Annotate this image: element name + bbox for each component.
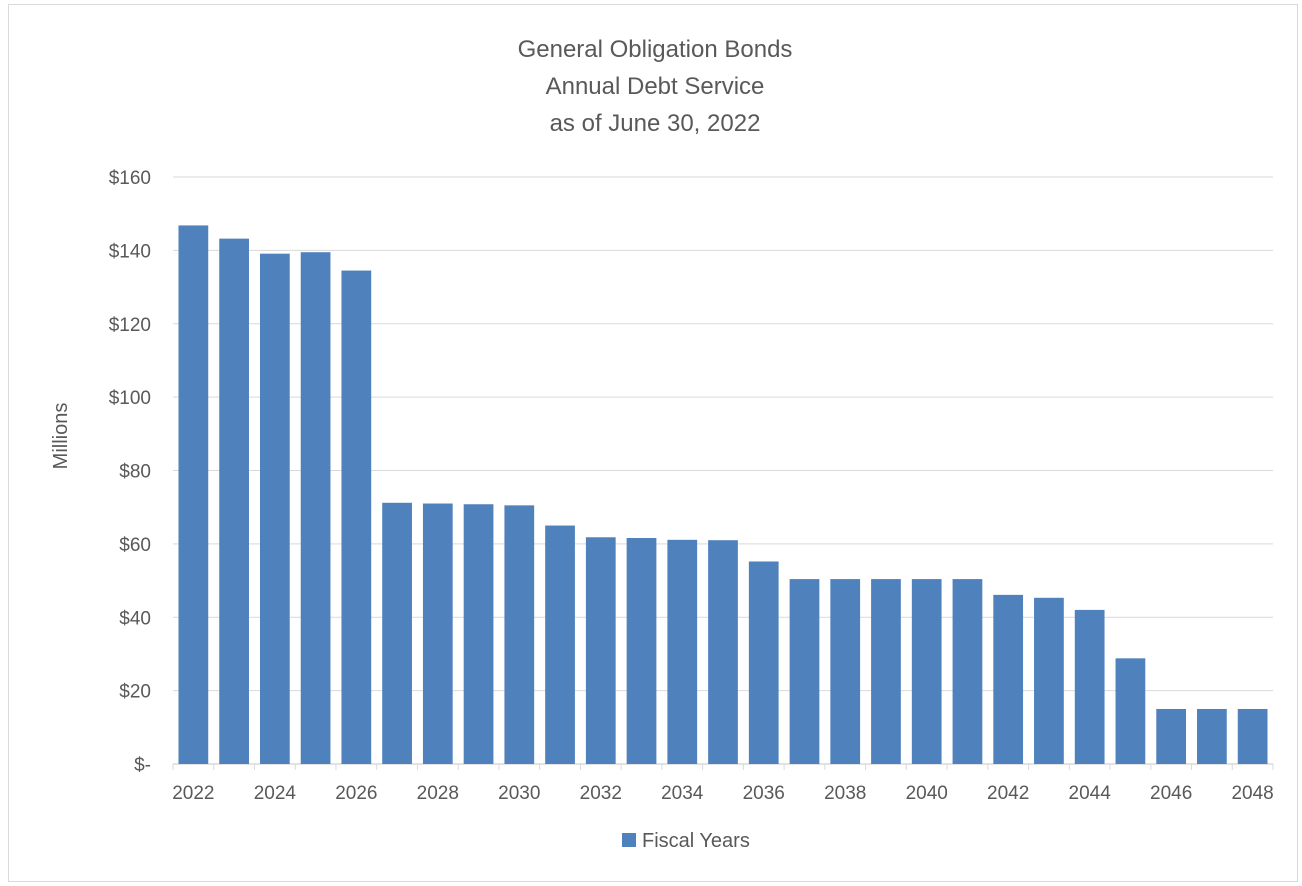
y-tick-label: $60 bbox=[119, 535, 151, 556]
x-tick-label: 2042 bbox=[987, 783, 1029, 804]
y-tick-label: $120 bbox=[109, 315, 151, 336]
y-axis-title: Millions bbox=[50, 403, 72, 470]
bar-2029 bbox=[463, 504, 494, 764]
y-tick-label: $40 bbox=[119, 608, 151, 629]
x-tick-label: 2026 bbox=[335, 783, 377, 804]
y-tick-label: $20 bbox=[119, 682, 151, 703]
bar-2025 bbox=[300, 252, 331, 764]
bar-2042 bbox=[993, 594, 1024, 764]
y-tick-label: $80 bbox=[119, 462, 151, 483]
bar-2024 bbox=[259, 253, 290, 764]
x-tick-label: 2022 bbox=[172, 783, 214, 804]
chart-title-line-3: as of June 30, 2022 bbox=[550, 110, 761, 137]
legend-swatch bbox=[622, 833, 636, 847]
x-tick-label: 2032 bbox=[580, 783, 622, 804]
legend: Fiscal Years bbox=[622, 830, 750, 852]
bar-2037 bbox=[789, 579, 820, 764]
x-tick-label: 2046 bbox=[1150, 783, 1192, 804]
x-tick-label: 2036 bbox=[743, 783, 785, 804]
y-axis: $- $20 $40 $60 $80 $100 $120 $140 $160 bbox=[109, 168, 151, 776]
chart-title-line-2: Annual Debt Service bbox=[546, 73, 765, 100]
x-tick-label: 2048 bbox=[1231, 783, 1273, 804]
x-axis: 2022 2024 2026 2028 2030 2032 2034 2036 2038 2040… bbox=[172, 764, 1274, 804]
bar-2026 bbox=[341, 270, 372, 764]
x-tick-label: 2044 bbox=[1069, 783, 1112, 804]
y-tick-label: $140 bbox=[109, 241, 151, 262]
x-tick-label: 2034 bbox=[661, 783, 704, 804]
bar-2032 bbox=[585, 537, 616, 764]
bar-2046 bbox=[1156, 708, 1187, 764]
bar-2040 bbox=[911, 579, 942, 764]
bar-2048 bbox=[1237, 708, 1268, 764]
bar-2035 bbox=[708, 540, 738, 764]
chart-title: General Obligation Bonds Annual Debt Ser… bbox=[518, 36, 793, 137]
bar-2041 bbox=[952, 579, 983, 764]
bar-2023 bbox=[219, 238, 249, 764]
bar-2044 bbox=[1074, 609, 1105, 764]
x-tick-label: 2024 bbox=[254, 783, 297, 804]
x-tick-label: 2030 bbox=[498, 783, 540, 804]
bar-2043 bbox=[1034, 597, 1064, 764]
bar-2030 bbox=[504, 505, 535, 764]
bar-2039 bbox=[871, 579, 901, 764]
bar-2034 bbox=[667, 539, 698, 764]
x-tick-label: 2040 bbox=[906, 783, 948, 804]
y-tick-label: $- bbox=[134, 755, 151, 776]
y-tick-label: $160 bbox=[109, 168, 151, 189]
bar-2022 bbox=[178, 225, 209, 765]
bar-2028 bbox=[422, 503, 453, 764]
legend-label: Fiscal Years bbox=[642, 830, 750, 852]
chart-title-line-1: General Obligation Bonds bbox=[518, 36, 793, 63]
bar-chart: General Obligation Bonds Annual Debt Ser… bbox=[50, 36, 1274, 852]
y-tick-label: $100 bbox=[109, 388, 151, 409]
chart-frame: General Obligation Bonds Annual Debt Ser… bbox=[8, 4, 1298, 882]
bar-2038 bbox=[830, 579, 861, 764]
bar-2036 bbox=[748, 561, 779, 764]
bar-2045 bbox=[1115, 658, 1146, 764]
x-tick-label: 2038 bbox=[824, 783, 866, 804]
bar-2033 bbox=[626, 538, 657, 764]
x-tick-label: 2028 bbox=[417, 783, 459, 804]
bar-2031 bbox=[545, 525, 575, 764]
bars bbox=[178, 225, 1268, 765]
bar-2027 bbox=[382, 502, 412, 764]
bar-2047 bbox=[1197, 708, 1227, 764]
